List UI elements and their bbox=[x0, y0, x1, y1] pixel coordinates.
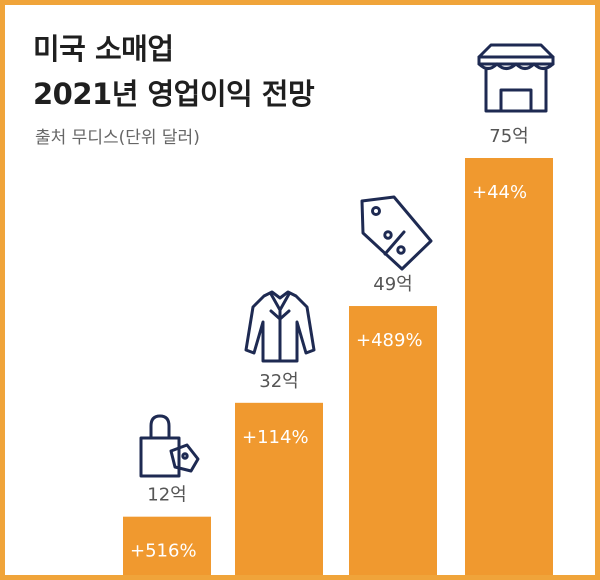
change-label: +44% bbox=[472, 182, 527, 203]
bar-chart: 12억 +516% 32억 +114% 49억 +489% 75억 +44% bbox=[123, 43, 555, 575]
shirt-icon bbox=[244, 290, 316, 363]
chart-title: 미국 소매업 2021년 영업이익 전망 bbox=[33, 27, 315, 117]
value-label: 49억 bbox=[373, 274, 412, 295]
bar-price-tag bbox=[349, 306, 437, 575]
chart-source: 출처 무디스(단위 달러) bbox=[35, 128, 200, 148]
value-label: 32억 bbox=[259, 371, 298, 392]
bar-shopping-bag bbox=[123, 516, 211, 575]
bar-storefront bbox=[465, 158, 553, 575]
bar-shirt bbox=[235, 402, 323, 575]
change-label: +489% bbox=[356, 330, 423, 351]
storefront-icon bbox=[477, 43, 555, 113]
title-line-2: 2021년 영업이익 전망 bbox=[33, 77, 315, 111]
title-line-1: 미국 소매업 bbox=[33, 32, 174, 66]
value-label: 75억 bbox=[489, 126, 528, 147]
value-label: 12억 bbox=[147, 485, 186, 506]
change-label: +114% bbox=[242, 427, 309, 448]
change-label: +516% bbox=[130, 541, 197, 562]
price-tag-icon bbox=[360, 195, 433, 271]
shopping-bag-icon bbox=[139, 414, 200, 478]
